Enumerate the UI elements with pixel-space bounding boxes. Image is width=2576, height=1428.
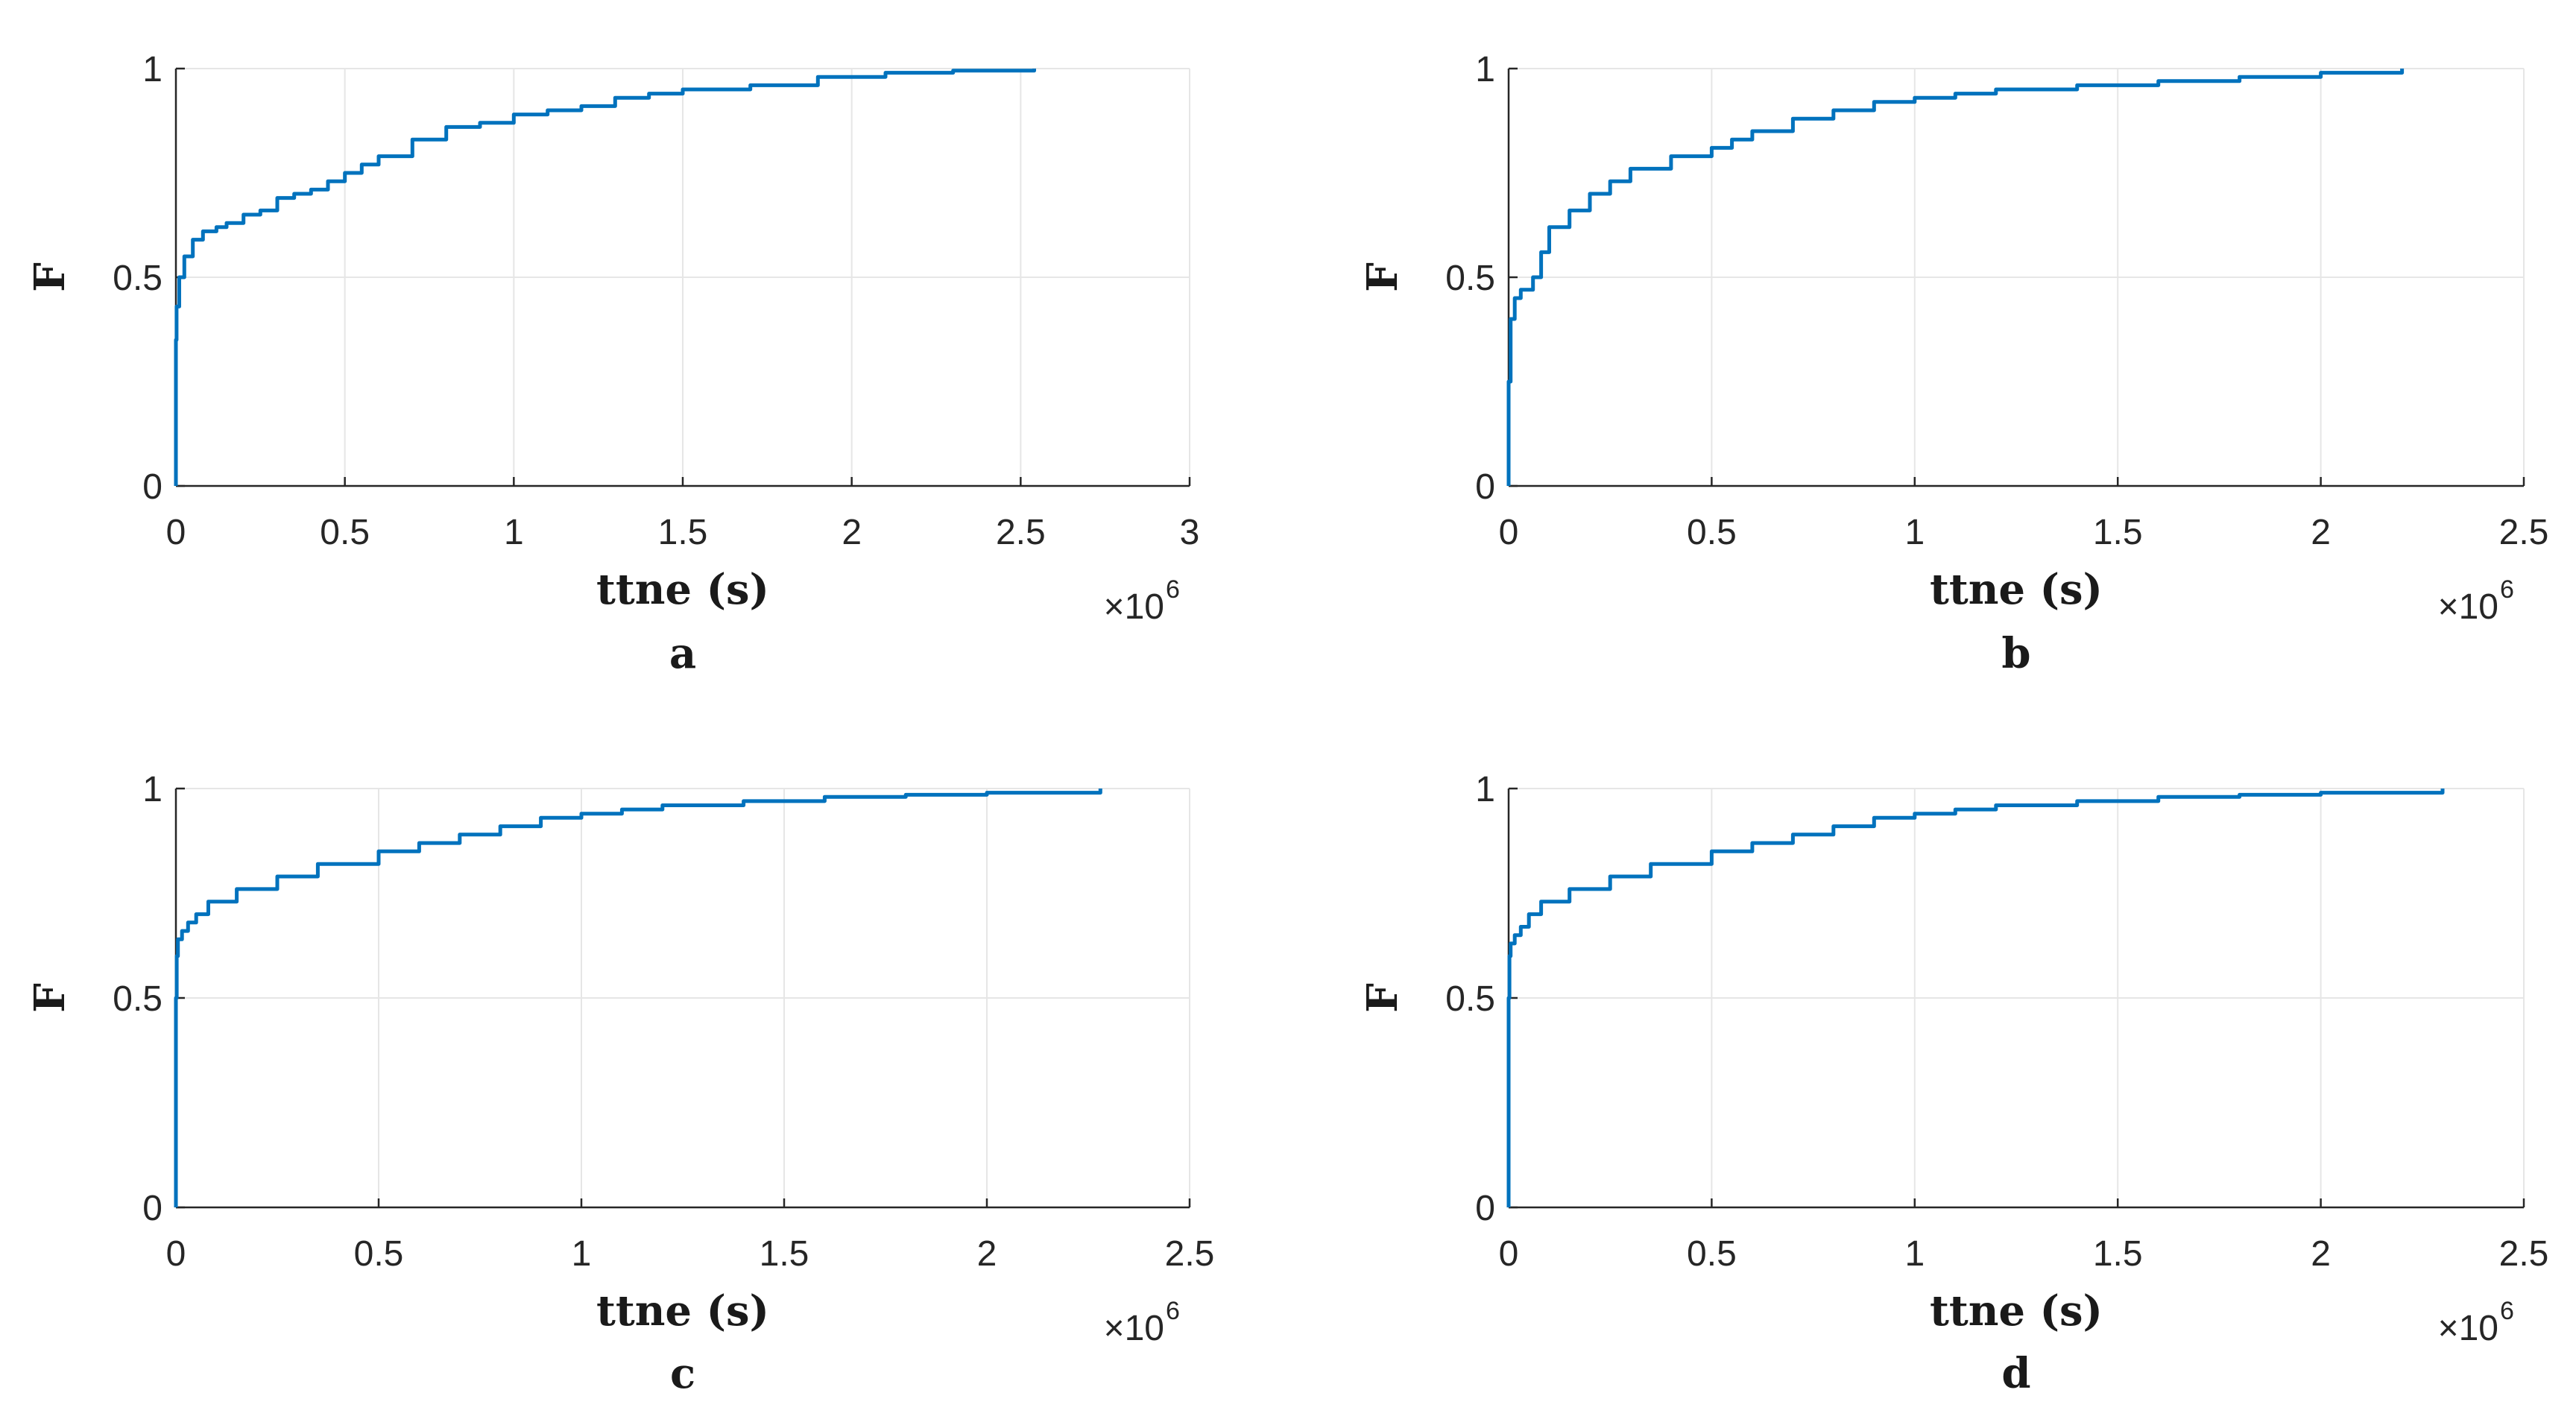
cdf-series-line: [174, 789, 1102, 1207]
panel-label: c: [670, 1349, 695, 1398]
x-tick-label: 0: [166, 513, 186, 552]
x-tick-label: 0: [1499, 513, 1519, 552]
panel-label: b: [2001, 629, 2030, 678]
x-tick-label: 1: [572, 1234, 592, 1274]
y-tick-label: 1: [1475, 770, 1495, 809]
x-tick-label: 2: [2311, 513, 2331, 552]
y-tick-label: 0.5: [1445, 259, 1495, 298]
x-tick-label: 0.5: [320, 513, 370, 552]
x-exponent-label: ×10: [2438, 587, 2498, 627]
panel-label: d: [2001, 1349, 2030, 1398]
x-tick-label: 1.5: [658, 513, 708, 552]
x-tick-label: 2.5: [1165, 1234, 1215, 1274]
y-tick-label: 0.5: [113, 259, 162, 298]
cdf-series-line: [1506, 69, 2405, 486]
x-exponent-power: 6: [2500, 1297, 2514, 1325]
x-tick-label: 2: [842, 513, 862, 552]
y-axis-label: F: [25, 983, 75, 1013]
x-tick-label: 2.5: [996, 513, 1046, 552]
y-tick-label: 0: [1475, 1189, 1495, 1228]
y-tick-label: 0.5: [1445, 979, 1495, 1019]
x-exponent-label: ×10: [1104, 1309, 1164, 1348]
cdf-series-line: [1506, 789, 2445, 1207]
x-axis-label: ttne (s): [1930, 565, 2103, 614]
y-tick-label: 0: [142, 1189, 162, 1228]
x-exponent-power: 6: [1166, 1297, 1180, 1325]
x-tick-label: 2.5: [2499, 1234, 2549, 1274]
y-axis-label: F: [1358, 983, 1407, 1013]
x-tick-label: 0: [1499, 1234, 1519, 1274]
x-tick-label: 0.5: [354, 1234, 404, 1274]
x-exponent-power: 6: [1166, 575, 1180, 604]
x-exponent-power: 6: [2500, 575, 2514, 604]
y-tick-label: 0: [1475, 467, 1495, 507]
x-tick-label: 2: [977, 1234, 997, 1274]
x-tick-label: 1.5: [2093, 1234, 2143, 1274]
x-tick-label: 1: [504, 513, 524, 552]
y-tick-label: 1: [1475, 50, 1495, 89]
x-tick-label: 1.5: [2093, 513, 2143, 552]
y-axis-label: F: [1358, 262, 1407, 292]
panel-label: a: [669, 629, 696, 678]
x-tick-label: 2.5: [2499, 513, 2549, 552]
y-tick-label: 1: [142, 770, 162, 809]
x-exponent-label: ×10: [1104, 587, 1164, 627]
x-axis-label: ttne (s): [596, 1286, 769, 1336]
y-tick-label: 0: [142, 467, 162, 507]
x-tick-label: 3: [1180, 513, 1200, 552]
cdf-series-line: [174, 69, 1036, 486]
x-tick-label: 0: [166, 1234, 186, 1274]
y-tick-label: 0.5: [113, 979, 162, 1019]
x-tick-label: 1: [1904, 1234, 1925, 1274]
x-tick-label: 1: [1904, 513, 1925, 552]
x-tick-label: 2: [2311, 1234, 2331, 1274]
x-tick-label: 0.5: [1687, 1234, 1737, 1274]
y-tick-label: 1: [142, 50, 162, 89]
x-tick-label: 0.5: [1687, 513, 1737, 552]
x-exponent-label: ×10: [2438, 1309, 2498, 1348]
x-tick-label: 1.5: [760, 1234, 809, 1274]
y-axis-label: F: [25, 262, 75, 292]
x-axis-label: ttne (s): [1930, 1286, 2103, 1336]
x-axis-label: ttne (s): [596, 565, 769, 614]
